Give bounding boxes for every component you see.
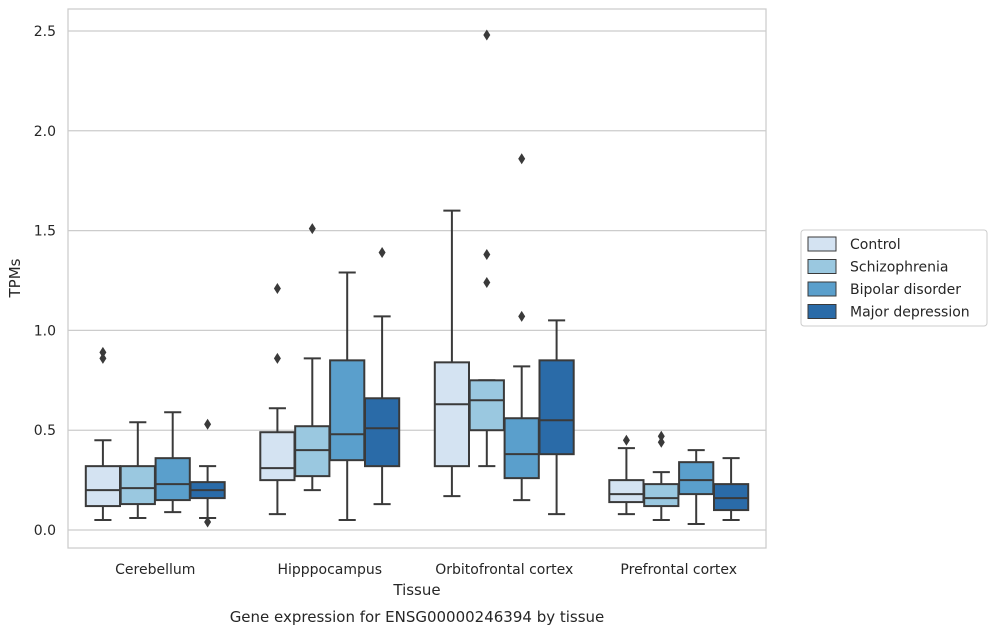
- box-group: [363, 247, 401, 506]
- box-group: [503, 153, 540, 502]
- box: [119, 465, 156, 506]
- box-group: [119, 421, 156, 520]
- y-tick-label: 0.0: [34, 523, 56, 539]
- box-elements: [84, 29, 750, 528]
- box-group: [84, 346, 122, 522]
- plot-area-frame: [67, 8, 767, 549]
- outlier-point: [483, 276, 491, 288]
- legend-label: Schizophrenia: [850, 260, 948, 276]
- box-group: [433, 209, 471, 498]
- y-axis-label: TPMs: [6, 258, 24, 298]
- box: [678, 461, 715, 496]
- chart-caption: Gene expression for ENSG00000246394 by t…: [230, 608, 605, 626]
- box-group: [329, 271, 366, 522]
- x-tick-label: Cerebellum: [115, 562, 195, 578]
- box-group: [189, 418, 226, 528]
- y-tick-label: 2.5: [34, 24, 56, 40]
- legend-label: Control: [850, 237, 901, 253]
- outlier-point: [99, 352, 107, 364]
- grid-lines: [68, 30, 766, 531]
- outlier-point: [518, 153, 526, 165]
- x-tick-labels: Cerebellum Hipppocampus Orbitofrontal cort…: [115, 562, 737, 578]
- x-tick-label: Orbitofrontal cortex: [435, 562, 573, 578]
- y-tick-label: 2.0: [34, 124, 56, 140]
- outlier-point: [308, 223, 316, 235]
- box: [363, 397, 401, 468]
- box: [84, 465, 122, 508]
- box: [154, 457, 191, 502]
- box-group: [712, 457, 750, 522]
- box-group: [154, 411, 191, 514]
- box-group: [608, 434, 645, 516]
- box-group: [468, 29, 505, 468]
- outlier-point: [657, 430, 665, 442]
- outlier-point: [99, 346, 107, 358]
- legend-label: Major depression: [850, 305, 970, 321]
- legend-swatch: [807, 281, 837, 297]
- outlier-point: [657, 436, 665, 448]
- box: [538, 359, 575, 456]
- legend-swatch: [807, 304, 837, 319]
- legend-label: Bipolar disorder: [850, 282, 961, 298]
- outlier-point: [483, 249, 491, 261]
- box: [433, 361, 471, 468]
- outlier-point: [204, 516, 212, 528]
- box-group: [643, 430, 680, 522]
- box-group: [538, 319, 575, 516]
- legend: Control Schizophrenia Bipolar disorder Majo…: [800, 229, 988, 327]
- x-tick-label: Prefrontal cortex: [620, 562, 737, 578]
- y-tick-label: 1.5: [34, 224, 56, 240]
- y-tick-labels: 0.0 0.5 1.0 1.5 2.0 2.5: [34, 24, 56, 539]
- outlier-point: [273, 282, 281, 294]
- y-tick-label: 1.0: [34, 323, 56, 339]
- x-tick-label: Hipppocampus: [277, 562, 382, 578]
- outlier-point: [518, 310, 526, 322]
- box-group: [678, 449, 715, 526]
- legend-swatch: [807, 259, 837, 274]
- y-tick-label: 0.5: [34, 423, 56, 439]
- outlier-point: [622, 434, 630, 446]
- box-group: [294, 223, 331, 492]
- box: [643, 483, 680, 508]
- box-group: [259, 282, 296, 516]
- outlier-point: [204, 418, 212, 430]
- box: [503, 417, 540, 480]
- box: [259, 431, 296, 482]
- box: [608, 479, 645, 504]
- legend-swatch: [807, 236, 837, 252]
- outlier-point: [483, 29, 491, 41]
- outlier-point: [273, 352, 281, 364]
- x-axis-label: Tissue: [392, 581, 440, 599]
- box: [468, 379, 505, 432]
- legend-frame: [800, 229, 988, 327]
- outlier-point: [378, 247, 386, 259]
- box: [329, 359, 366, 462]
